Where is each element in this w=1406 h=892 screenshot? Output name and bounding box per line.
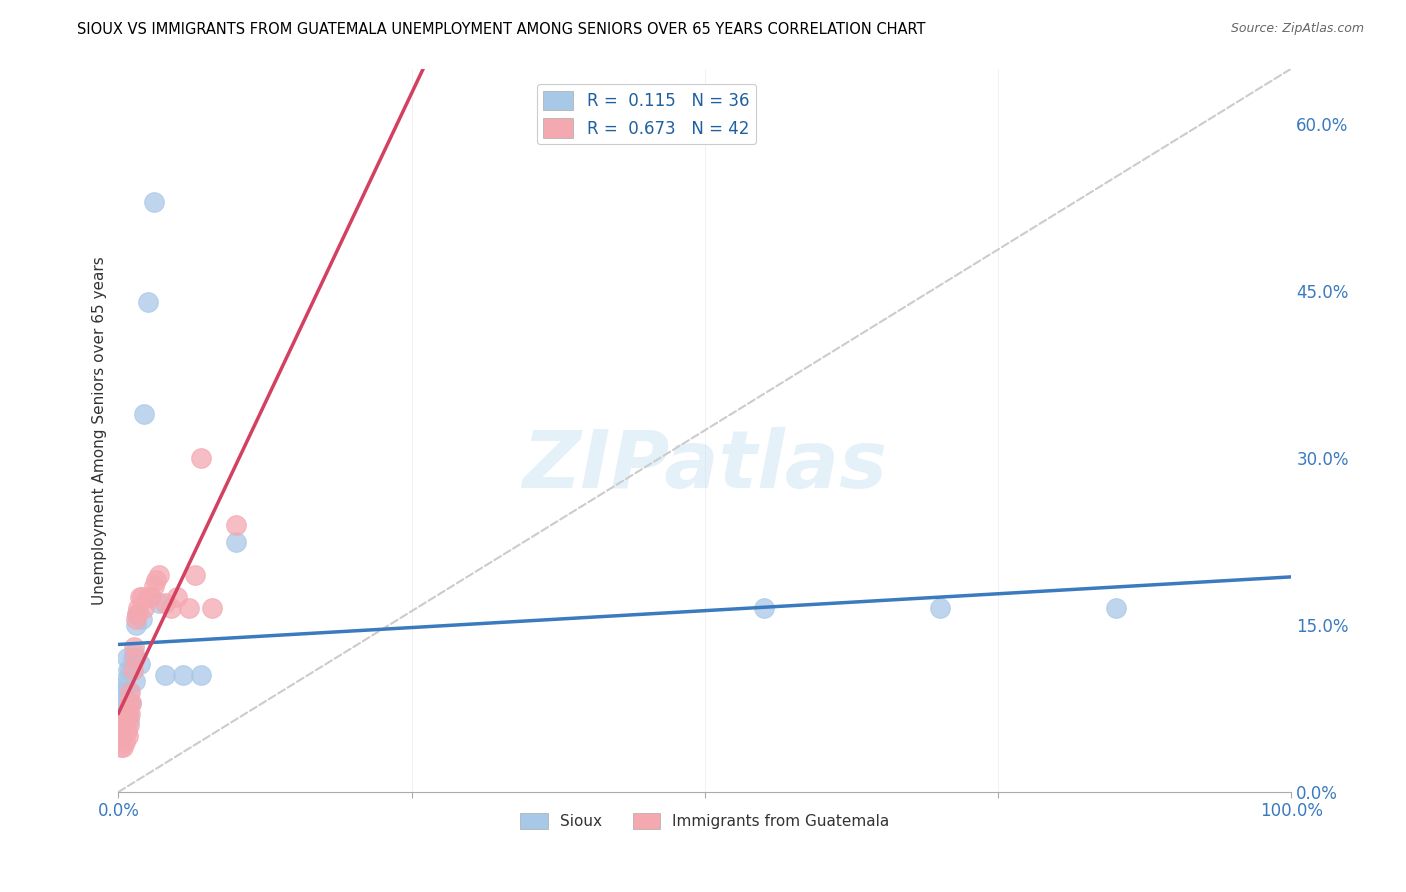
Point (145, 574, 167, 588)
Point (141, 590, 163, 604)
Point (120, 707, 142, 722)
Text: Source: ZipAtlas.com: Source: ZipAtlas.com (1230, 22, 1364, 36)
Point (115, 707, 138, 722)
Point (112, 740, 135, 755)
Point (124, 651, 146, 665)
Point (117, 707, 139, 722)
Point (127, 607, 149, 621)
Point (155, 668, 177, 682)
Point (134, 407, 156, 421)
Point (125, 618, 148, 632)
Point (134, 601, 156, 615)
Point (111, 707, 134, 722)
Point (136, 590, 159, 604)
Point (160, 601, 183, 615)
Point (148, 568, 170, 582)
Y-axis label: Unemployment Among Seniors over 65 years: Unemployment Among Seniors over 65 years (93, 256, 107, 605)
Point (128, 657, 150, 671)
Point (112, 685, 135, 699)
Point (190, 451, 212, 466)
Point (110, 729, 132, 743)
Point (115, 696, 138, 710)
Point (111, 723, 134, 738)
Text: ZIPatlas: ZIPatlas (523, 427, 887, 506)
Point (928, 601, 950, 615)
Point (752, 601, 775, 615)
Point (122, 640, 145, 655)
Point (110, 729, 132, 743)
Point (120, 696, 142, 710)
Point (118, 713, 141, 727)
Point (111, 696, 134, 710)
Point (177, 601, 200, 615)
Point (114, 735, 136, 749)
Text: SIOUX VS IMMIGRANTS FROM GUATEMALA UNEMPLOYMENT AMONG SENIORS OVER 65 YEARS CORR: SIOUX VS IMMIGRANTS FROM GUATEMALA UNEMP… (77, 22, 925, 37)
Point (127, 607, 149, 621)
Point (112, 718, 135, 732)
Point (108, 735, 131, 749)
Point (118, 685, 141, 699)
Point (112, 679, 135, 693)
Point (117, 707, 139, 722)
Point (122, 646, 145, 660)
Point (225, 534, 247, 549)
Point (111, 729, 134, 743)
Point (131, 590, 153, 604)
Point (121, 663, 143, 677)
Point (117, 729, 139, 743)
Point (201, 601, 224, 615)
Point (142, 195, 165, 210)
Point (115, 723, 138, 738)
Point (110, 740, 132, 755)
Point (117, 663, 139, 677)
Point (114, 690, 136, 705)
Point (136, 295, 159, 310)
Point (120, 685, 142, 699)
Point (131, 612, 153, 626)
Point (142, 579, 165, 593)
Point (1104, 601, 1126, 615)
Point (124, 673, 146, 688)
Point (114, 673, 136, 688)
Point (183, 568, 205, 582)
Point (155, 596, 177, 610)
Point (108, 713, 131, 727)
Point (172, 668, 194, 682)
Point (166, 590, 188, 604)
Point (112, 701, 135, 715)
Point (114, 718, 136, 732)
Point (190, 668, 212, 682)
Point (120, 696, 142, 710)
Point (112, 718, 135, 732)
Point (112, 723, 135, 738)
Point (148, 596, 170, 610)
Point (112, 713, 135, 727)
Point (120, 663, 142, 677)
Point (121, 651, 143, 665)
Point (125, 612, 148, 626)
Point (118, 718, 141, 732)
Point (128, 590, 150, 604)
Legend: Sioux, Immigrants from Guatemala: Sioux, Immigrants from Guatemala (515, 806, 896, 835)
Point (115, 651, 138, 665)
Point (127, 601, 149, 615)
Point (225, 517, 247, 532)
Point (118, 696, 141, 710)
